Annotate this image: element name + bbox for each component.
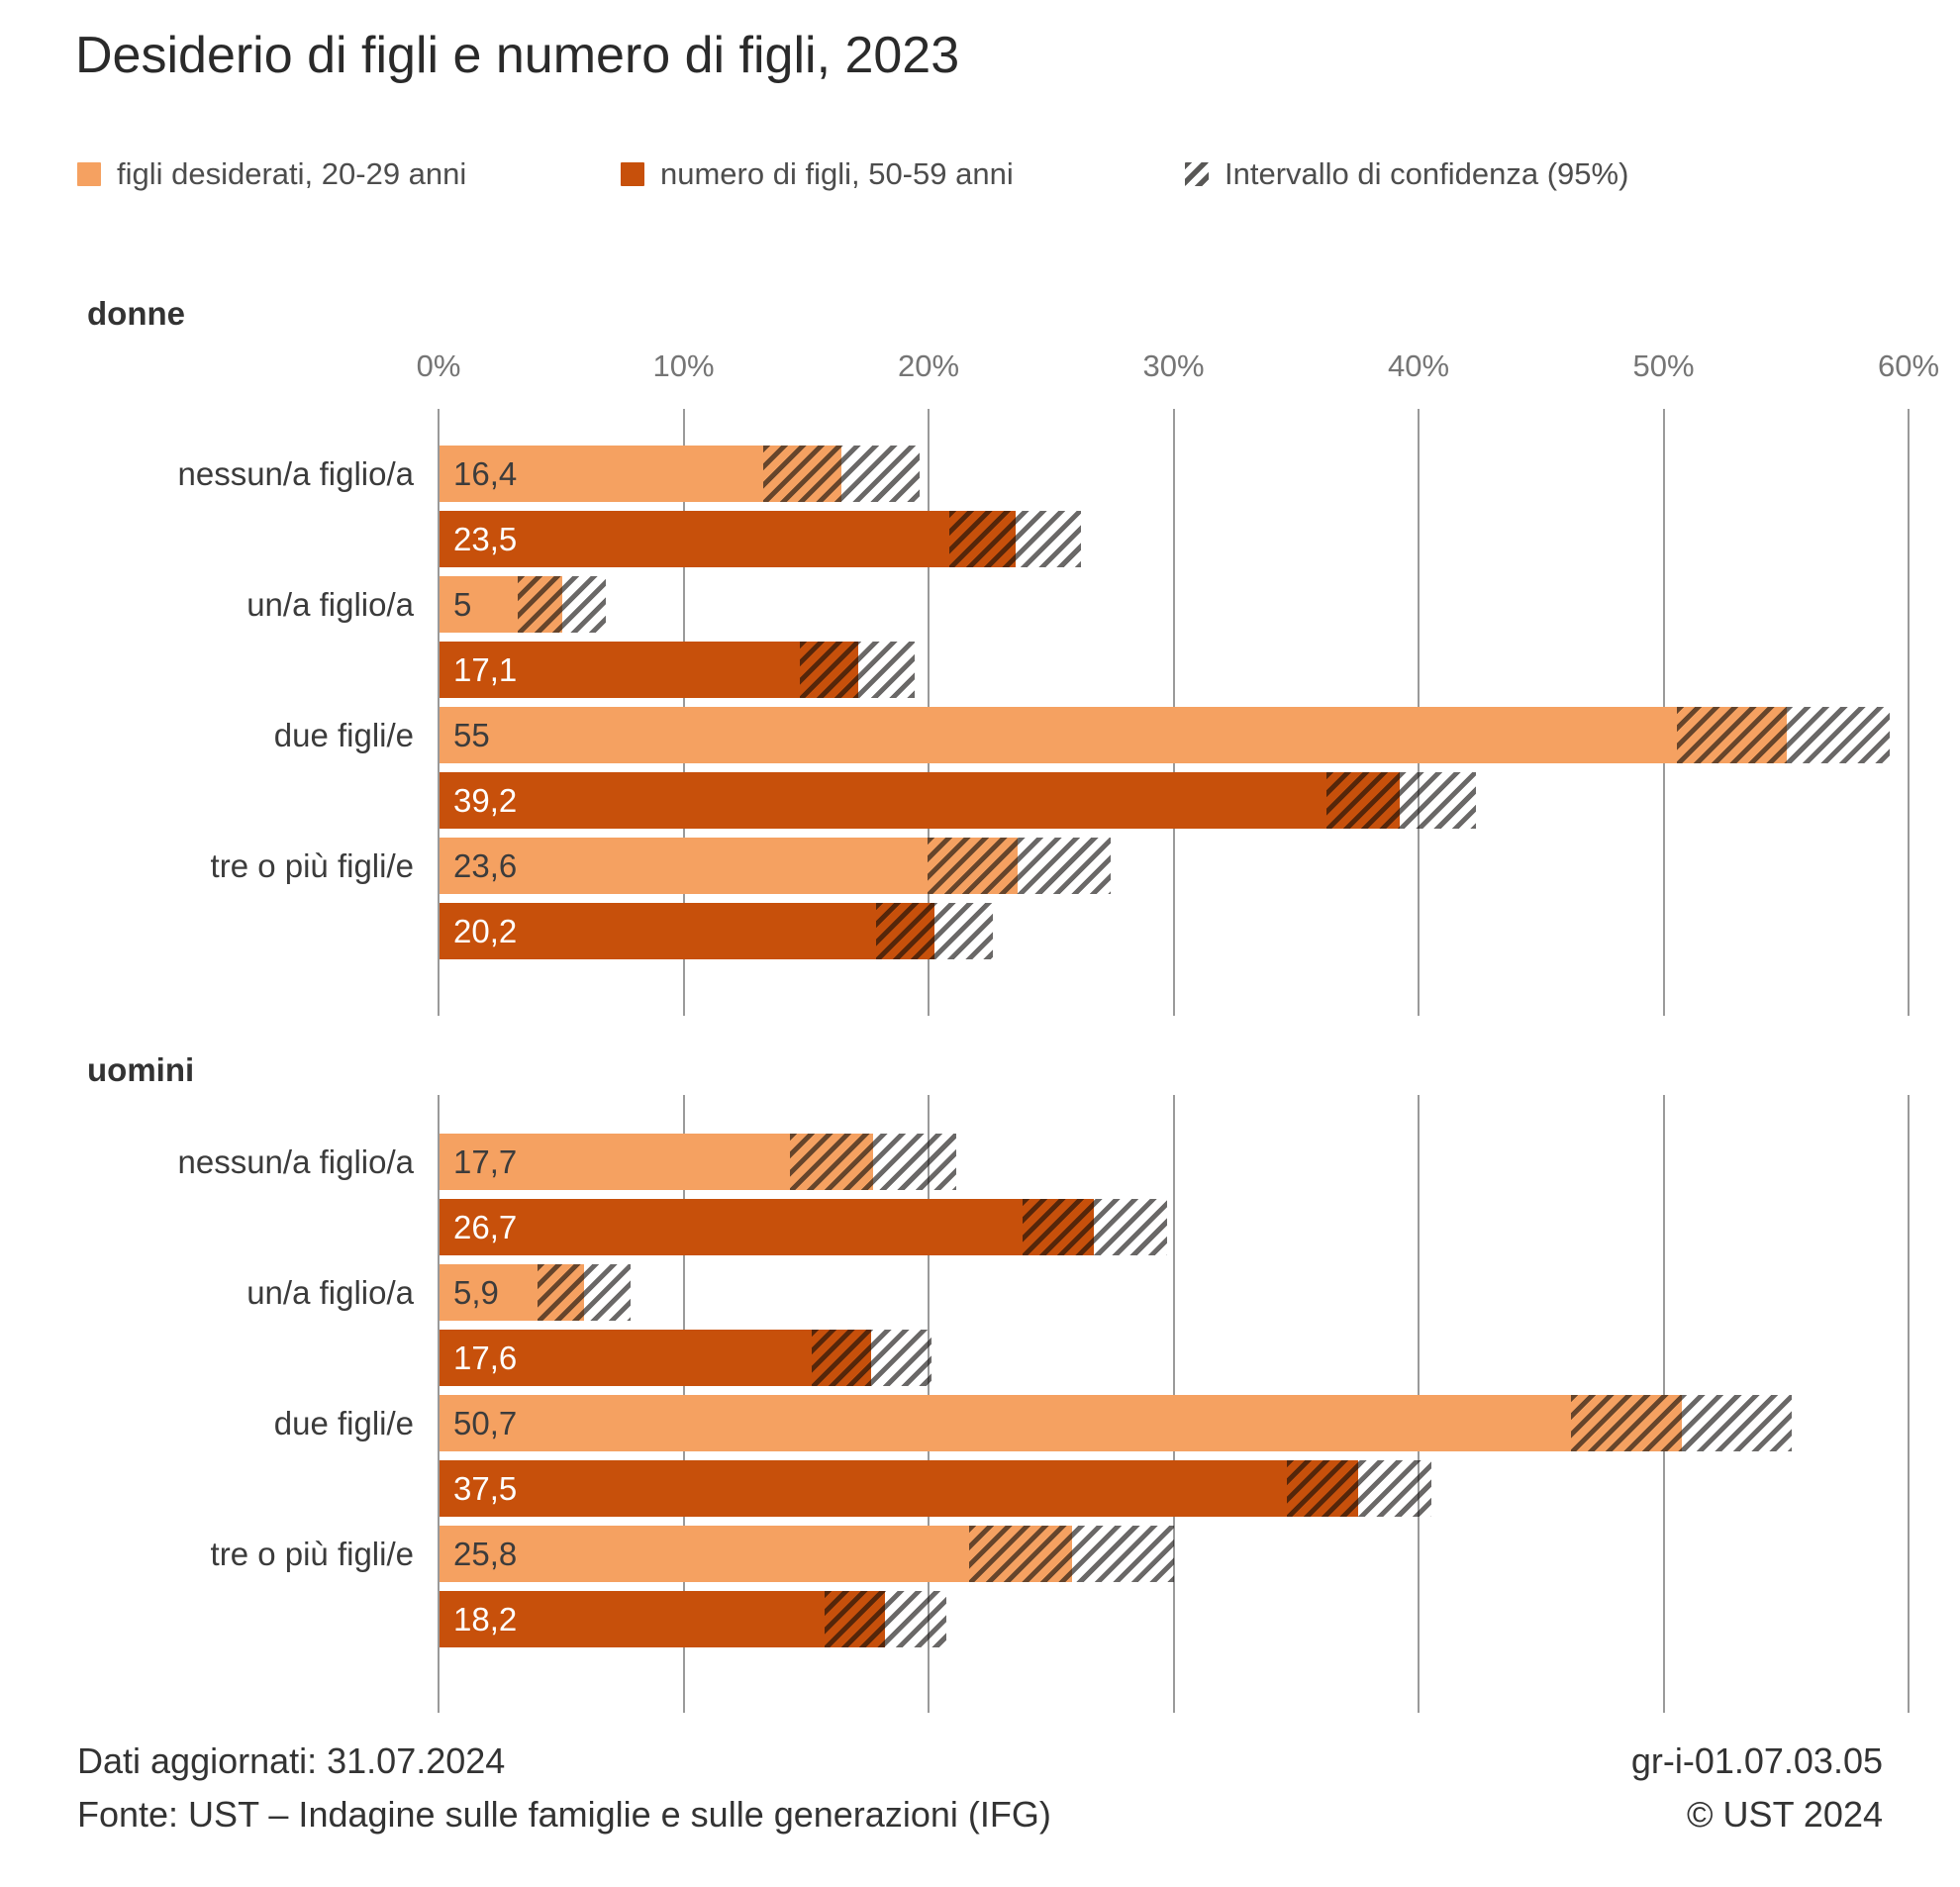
confidence-interval bbox=[812, 1330, 932, 1386]
legend-item-confidence: Intervallo di confidenza (95%) bbox=[1185, 156, 1628, 192]
footer-code: gr-i-01.07.03.05 bbox=[1630, 1740, 1883, 1781]
bar-value-label: 16,4 bbox=[453, 455, 518, 492]
bar-desired: 50,7 bbox=[440, 1395, 1682, 1451]
confidence-interval bbox=[875, 903, 994, 959]
gridline bbox=[1908, 1095, 1910, 1713]
bar-actual: 18,2 bbox=[440, 1591, 886, 1647]
footer-source: Fonte: UST – Indagine sulle famiglie e s… bbox=[77, 1794, 1051, 1835]
footer-updated: Dati aggiornati: 31.07.2024 bbox=[77, 1740, 506, 1781]
confidence-interval bbox=[518, 576, 607, 633]
confidence-interval bbox=[762, 446, 921, 502]
bar-value-label: 23,5 bbox=[453, 521, 518, 557]
bar-value-label: 18,2 bbox=[453, 1601, 518, 1638]
gridline bbox=[1908, 409, 1910, 1016]
axis-tick-label: 10% bbox=[652, 348, 715, 383]
bar-value-label: 17,7 bbox=[453, 1143, 518, 1180]
bar-desired: 55 bbox=[440, 707, 1788, 763]
bar-value-label: 5,9 bbox=[453, 1274, 499, 1311]
confidence-interval bbox=[1676, 707, 1891, 763]
axis-tick-label: 60% bbox=[1877, 348, 1940, 383]
bar-value-label: 17,6 bbox=[453, 1340, 518, 1376]
axis-tick-label: 20% bbox=[897, 348, 960, 383]
bar-actual: 23,5 bbox=[440, 511, 1016, 567]
bar-value-label: 37,5 bbox=[453, 1470, 518, 1507]
bar-value-label: 5 bbox=[453, 586, 472, 623]
legend-label-confidence: Intervallo di confidenza (95%) bbox=[1225, 156, 1629, 191]
gridline bbox=[438, 1095, 440, 1713]
confidence-interval bbox=[1287, 1460, 1432, 1517]
axis-tick-label: 40% bbox=[1387, 348, 1450, 383]
confidence-interval bbox=[968, 1526, 1175, 1582]
bar-actual: 20,2 bbox=[440, 903, 934, 959]
bar-actual: 26,7 bbox=[440, 1199, 1094, 1255]
legend-label-desired: figli desiderati, 20-29 anni bbox=[117, 156, 467, 191]
category-label: due figli/e bbox=[273, 1404, 414, 1441]
bar-actual: 17,1 bbox=[440, 642, 859, 698]
bar-actual: 37,5 bbox=[440, 1460, 1359, 1517]
axis-tick-label: 50% bbox=[1632, 348, 1695, 383]
chart-title: Desiderio di figli e numero di figli, 20… bbox=[75, 27, 960, 84]
confidence-interval bbox=[824, 1591, 947, 1647]
bar-value-label: 39,2 bbox=[453, 782, 518, 819]
legend-item-actual: numero di figli, 50-59 anni bbox=[621, 156, 1014, 192]
bar-desired: 25,8 bbox=[440, 1526, 1072, 1582]
bar-value-label: 23,6 bbox=[453, 847, 518, 884]
section-label: donne bbox=[87, 295, 185, 332]
category-label: un/a figlio/a bbox=[246, 1273, 414, 1311]
category-label: tre o più figli/e bbox=[210, 1535, 414, 1572]
bar-value-label: 25,8 bbox=[453, 1536, 518, 1572]
footer-copyright: © UST 2024 bbox=[1687, 1794, 1883, 1835]
axis-tick-label: 30% bbox=[1142, 348, 1205, 383]
category-label: nessun/a figlio/a bbox=[177, 1142, 415, 1180]
category-label: due figli/e bbox=[273, 716, 414, 753]
confidence-interval bbox=[1023, 1199, 1168, 1255]
confidence-interval bbox=[538, 1264, 632, 1321]
bar-value-label: 20,2 bbox=[453, 913, 518, 949]
legend-item-desired: figli desiderati, 20-29 anni bbox=[77, 156, 466, 192]
legend-swatch-dark-orange-icon bbox=[621, 162, 644, 186]
confidence-interval bbox=[1571, 1395, 1793, 1451]
confidence-interval bbox=[948, 511, 1082, 567]
bar-value-label: 17,1 bbox=[453, 651, 518, 688]
bar-value-label: 55 bbox=[453, 717, 490, 753]
gridline bbox=[438, 409, 440, 1016]
confidence-interval bbox=[799, 642, 916, 698]
legend-swatch-hatch-icon bbox=[1185, 162, 1209, 186]
legend-label-actual: numero di figli, 50-59 anni bbox=[660, 156, 1014, 191]
confidence-interval bbox=[927, 838, 1112, 894]
bar-actual: 17,6 bbox=[440, 1330, 871, 1386]
confidence-interval bbox=[1325, 772, 1476, 829]
category-label: tre o più figli/e bbox=[210, 846, 414, 884]
axis-tick-label: 0% bbox=[416, 348, 461, 383]
category-label: un/a figlio/a bbox=[246, 585, 414, 623]
category-label: nessun/a figlio/a bbox=[177, 454, 415, 492]
bar-value-label: 26,7 bbox=[453, 1209, 518, 1245]
section-label: uomini bbox=[87, 1051, 195, 1088]
bar-actual: 39,2 bbox=[440, 772, 1401, 829]
legend-swatch-light-orange-icon bbox=[77, 162, 101, 186]
bar-value-label: 50,7 bbox=[453, 1405, 518, 1441]
bar-desired: 23,6 bbox=[440, 838, 1019, 894]
confidence-interval bbox=[789, 1134, 957, 1190]
